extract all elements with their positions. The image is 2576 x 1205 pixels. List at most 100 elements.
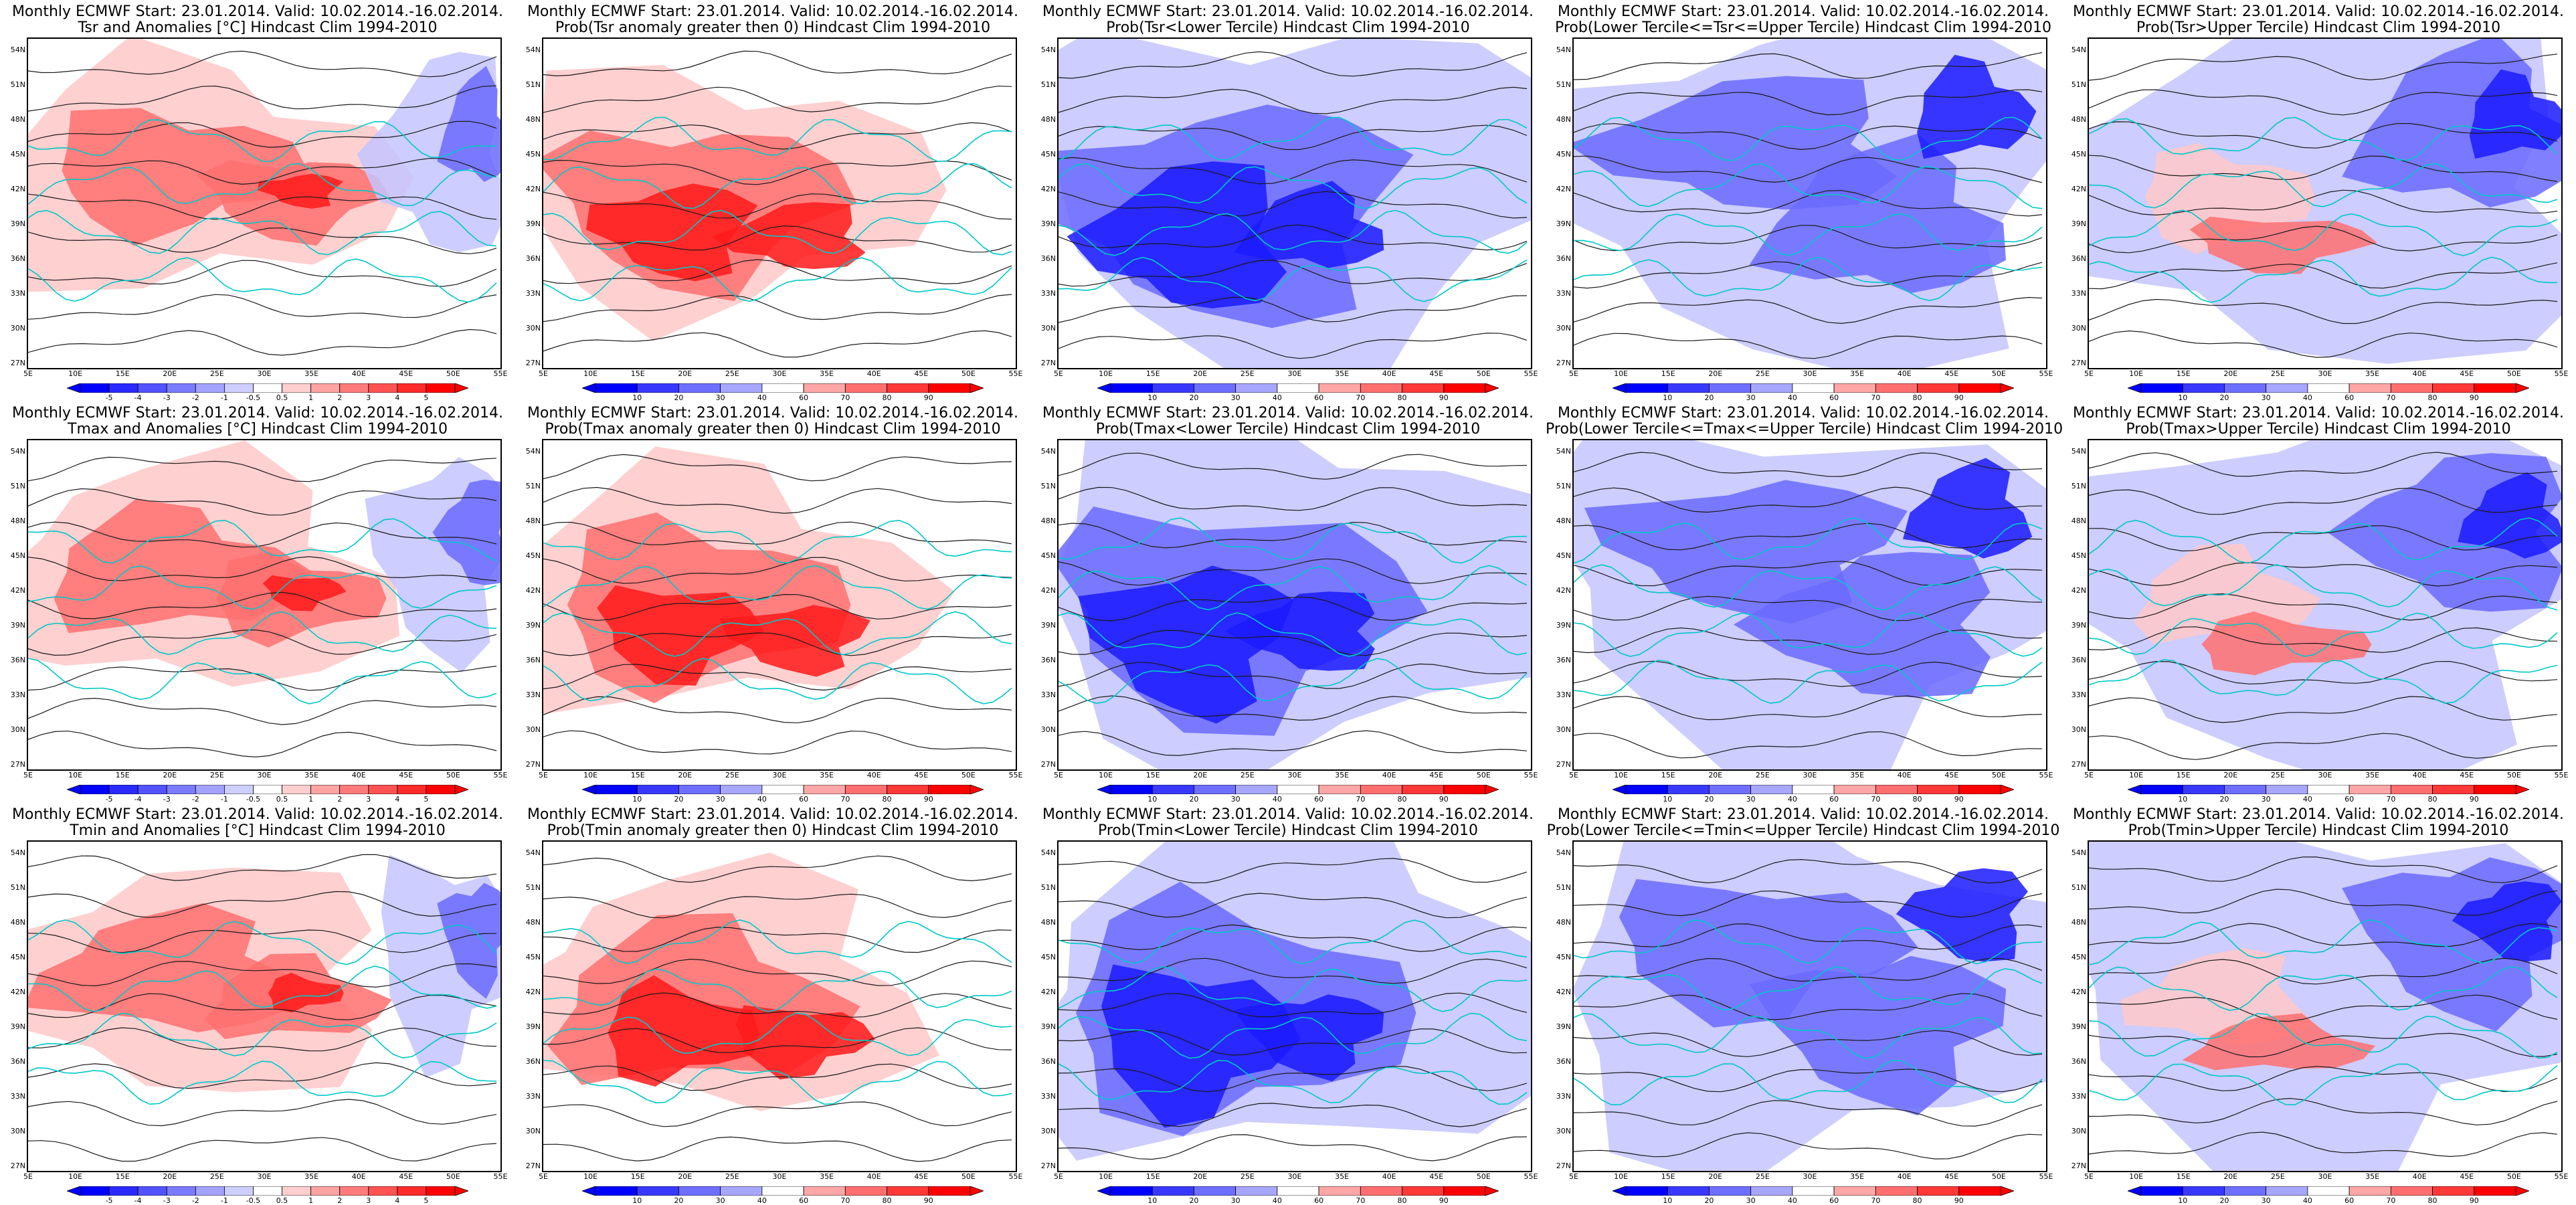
coastline [1059,163,1528,209]
colorbar-segment [166,784,196,795]
map-canvas[interactable] [542,37,1017,369]
latitude-label: 54N [10,45,25,54]
colorbar-segment [166,1186,196,1196]
longitude-label: 35E [2365,771,2380,779]
longitude-label: 25E [725,1172,739,1181]
colorbar-segment [2349,1186,2391,1196]
longitude-label: 40E [1897,369,1912,378]
colorbar-tick-label: 30 [1230,1196,1240,1205]
longitude-label: 20E [163,1172,177,1181]
latitude-label: 33N [10,1092,25,1101]
colorbar-tick-label: -3 [163,393,171,402]
contour-line [1059,596,1528,622]
colorbar-arrow-low [2126,784,2142,795]
longitude-label: 50E [2506,771,2521,779]
longitude-label: 45E [2460,771,2474,779]
contour-line [1574,225,2043,252]
longitude-label: 35E [820,369,834,378]
latitude-label: 45N [2071,150,2086,159]
latitude-label: 48N [2071,517,2086,525]
colorbar-tick-label: -1 [220,795,228,804]
coastline [2089,517,2558,564]
map-canvas[interactable] [542,439,1017,771]
latitude-label: 48N [2071,115,2086,124]
shaded-region [1619,878,1918,1028]
map-canvas[interactable] [1572,840,2047,1172]
colorbar-segment [1277,1186,1319,1196]
map-canvas[interactable] [542,840,1017,1172]
longitude-label: 15E [115,771,130,779]
longitude-label: 25E [1755,369,1770,378]
map-canvas[interactable] [1572,439,2047,771]
map-canvas[interactable] [2088,439,2563,771]
longitude-label: 15E [1145,1172,1160,1181]
map-title: Monthly ECMWF Start: 23.01.2014. Valid: … [2061,4,2576,36]
colorbar-tick-label: -4 [134,795,142,804]
map-canvas[interactable] [1057,37,1532,369]
contour-line [28,1137,497,1162]
colorbar-tick-label: 60 [1829,795,1839,804]
coastline [2089,116,2558,161]
colorbar-segment [80,1186,110,1196]
latitude-label: 27N [1040,1162,1056,1170]
colorbar-tick-label: 90 [1439,393,1449,402]
colorbar-segment [678,1186,721,1196]
colorbar-tick-label: -1 [220,393,228,402]
longitude-label: 5E [539,1172,548,1181]
latitude-label: 54N [2071,848,2086,857]
shaded-region [1903,458,2033,559]
colorbar-tick-label: 60 [1829,393,1839,402]
map-canvas[interactable] [1057,439,1532,771]
map-canvas[interactable] [1057,840,1532,1172]
colorbar-segment [928,383,971,393]
map-canvas[interactable] [2088,37,2563,369]
coastline [1574,517,2043,564]
latitude-label: 27N [2071,760,2086,769]
longitude-label: 20E [678,369,693,378]
coastline [1574,564,2043,611]
map-canvas[interactable] [27,439,502,771]
latitude-label: 33N [525,289,541,298]
colorbar-segment [761,383,804,393]
colorbar-segment [1625,1186,1668,1196]
latitude-label: 48N [1556,517,1571,525]
colorbar-segment [720,784,763,795]
longitude-label: 10E [68,771,83,779]
contour-line [28,629,497,656]
longitude-label: 50E [446,369,460,378]
longitude-label: 20E [163,771,177,779]
contour-line [1574,1100,2043,1127]
longitude-label: 55E [1008,1172,1023,1181]
longitude-label: 10E [2129,369,2144,378]
colorbar-segment [2432,1186,2475,1196]
colorbar-arrow-low [581,1186,596,1196]
map-title-field: Prob(Tmax<Lower Tercile) Hindcast Clim 1… [1095,421,1481,438]
longitude-label: 35E [2365,1172,2380,1181]
colorbar-tick-label: 20 [1189,393,1199,402]
colorbar-segment [282,784,312,795]
colorbar-segment [1667,383,1710,393]
map-canvas[interactable] [27,37,502,369]
map-canvas[interactable] [27,840,502,1172]
contour-line [1059,1103,1528,1127]
contour-line [1059,1065,1528,1093]
map-canvas[interactable] [1572,37,2047,369]
latitude-label: 42N [10,988,25,996]
shaded-region [2182,1013,2376,1071]
latitude-label: 33N [1556,690,1571,699]
contour-line [2089,626,2558,653]
longitude-label: 40E [351,771,366,779]
colorbar-tick-label: 10 [1663,1196,1673,1205]
coastline [1059,116,1528,161]
latitude-label: 48N [525,517,541,525]
coastline [28,119,497,162]
colorbar-segment [282,383,312,393]
contour-line [2089,121,2558,149]
longitude-label: 5E [23,771,33,779]
latitude-label: 54N [1040,45,1056,54]
contour-line [543,557,1012,584]
colorbar-segment [1917,784,1960,795]
colorbar-tick-label: 4 [395,1196,400,1205]
map-canvas[interactable] [2088,840,2563,1172]
colorbar [66,383,470,393]
